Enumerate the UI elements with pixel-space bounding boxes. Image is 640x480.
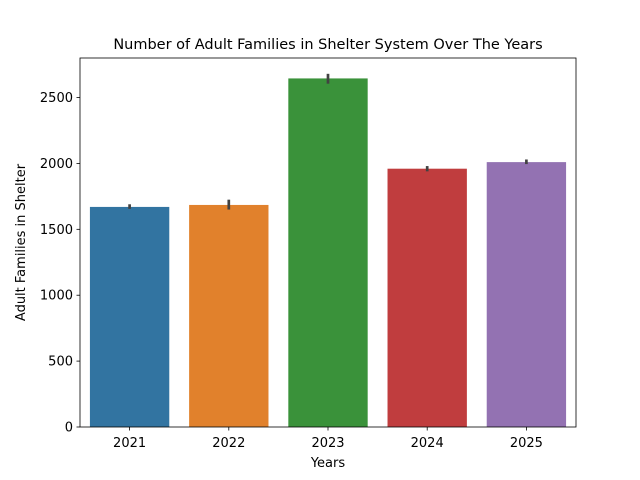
x-tick-label-2021: 2021 bbox=[113, 436, 146, 451]
y-tick-label-2500: 2500 bbox=[40, 91, 73, 106]
bar-2022 bbox=[189, 204, 269, 427]
bar-2021 bbox=[89, 206, 170, 427]
plot-area: 0 500 1000 1500 2000 2500 2021 2022 2023 2024 2025 bbox=[40, 57, 577, 451]
x-tick-label-2025: 2025 bbox=[510, 436, 543, 451]
y-tick-label-0: 0 bbox=[65, 421, 73, 436]
y-axis-title: Adult Families in Shelter bbox=[14, 163, 29, 321]
y-tick-label-500: 500 bbox=[48, 355, 73, 370]
chart-title: Number of Adult Families in Shelter Syst… bbox=[113, 37, 542, 53]
x-tick-label-2022: 2022 bbox=[212, 436, 245, 451]
x-axis-title: Years bbox=[310, 456, 346, 471]
bar-2025 bbox=[486, 162, 567, 427]
y-tick-label-2000: 2000 bbox=[40, 157, 73, 172]
bar-2024 bbox=[387, 168, 467, 427]
x-tick-label-2024: 2024 bbox=[411, 436, 444, 451]
x-tick-label-2023: 2023 bbox=[311, 436, 344, 451]
bar-2023 bbox=[288, 78, 368, 427]
y-tick-label-1500: 1500 bbox=[40, 223, 73, 238]
y-tick-label-1000: 1000 bbox=[40, 289, 73, 304]
